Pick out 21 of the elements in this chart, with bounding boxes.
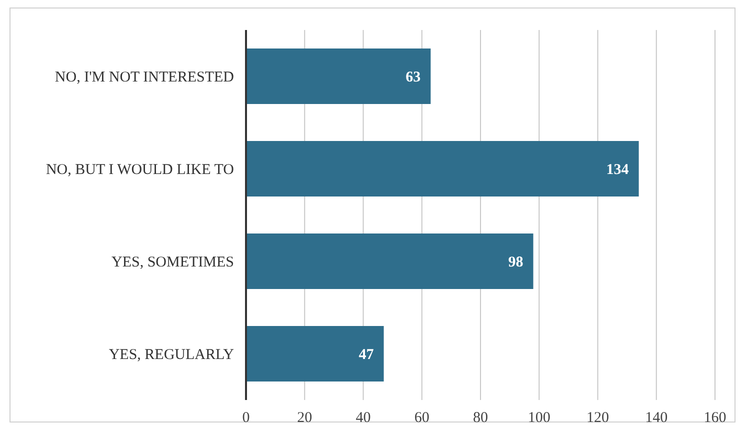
bar <box>246 234 534 289</box>
data-label: 98 <box>508 254 524 270</box>
y-tick-label: YES, REGULARLY <box>108 347 234 363</box>
data-label: 63 <box>406 70 421 86</box>
data-label: 47 <box>358 347 374 363</box>
x-tick-label: 160 <box>704 410 726 426</box>
bar <box>246 48 431 104</box>
x-tick-label: 0 <box>242 410 250 426</box>
x-tick-label: 100 <box>528 410 550 426</box>
data-label: 134 <box>606 162 630 178</box>
x-tick-label: 80 <box>473 410 488 426</box>
x-tick-label: 120 <box>586 410 609 426</box>
x-tick-label: 140 <box>645 410 668 426</box>
y-tick-label: NO, BUT I WOULD LIKE TO <box>46 162 234 178</box>
bar <box>246 326 384 382</box>
x-tick-label: 40 <box>356 410 371 426</box>
x-tick-label: 60 <box>414 410 430 426</box>
bar <box>246 141 639 196</box>
x-tick-label: 20 <box>297 410 312 426</box>
y-tick-label: NO, I'M NOT INTERESTED <box>54 70 234 86</box>
y-tick-label: YES, SOMETIMES <box>111 254 234 270</box>
